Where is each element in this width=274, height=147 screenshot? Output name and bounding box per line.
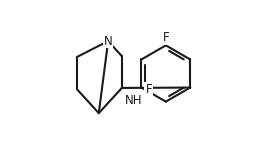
Text: N: N — [104, 35, 113, 47]
Text: F: F — [162, 31, 169, 44]
Text: NH: NH — [125, 94, 142, 107]
Text: F: F — [145, 82, 152, 96]
